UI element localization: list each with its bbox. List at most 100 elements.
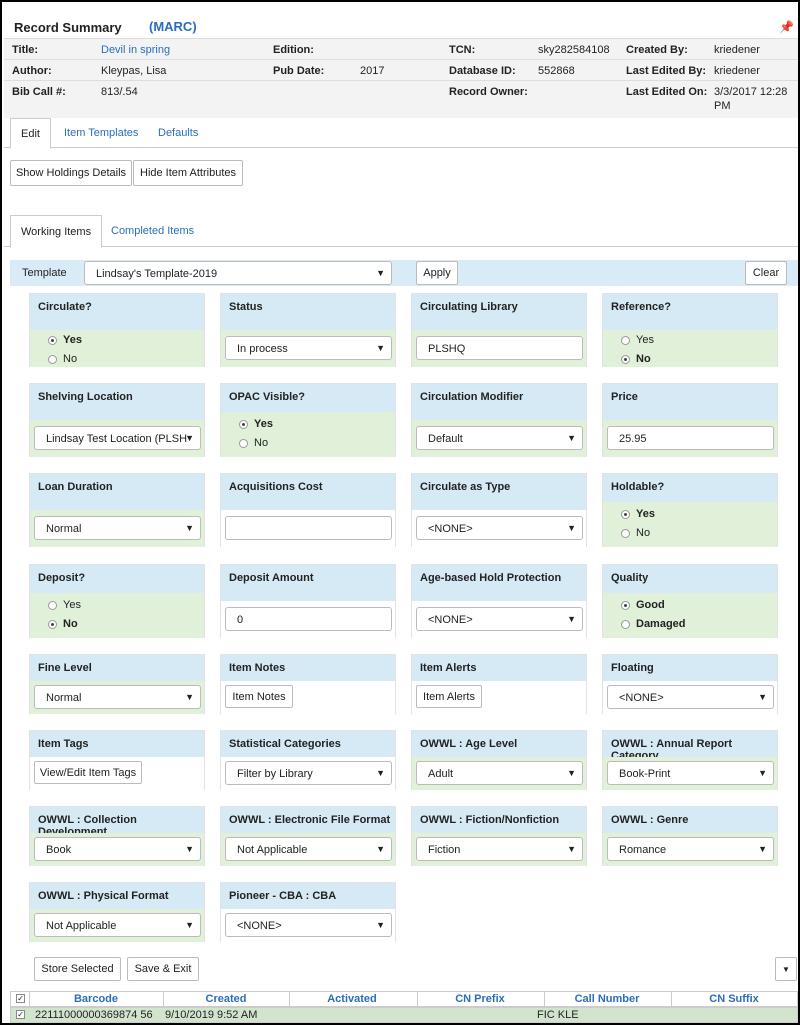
col-barcode[interactable]: Barcode xyxy=(73,993,119,1005)
show-holdings-details-button[interactable]: Show Holdings Details xyxy=(10,160,132,186)
chevron-down-icon: ▼ xyxy=(376,768,385,778)
pioneer-cba-select[interactable]: <NONE> ▼ xyxy=(225,913,392,937)
store-selected-button[interactable]: Store Selected xyxy=(34,957,121,981)
reference-no-radio[interactable]: No xyxy=(621,353,651,365)
tab-working-items[interactable]: Working Items xyxy=(10,215,103,248)
field-label: Statistical Categories xyxy=(221,731,395,757)
apply-button[interactable]: Apply xyxy=(416,261,458,285)
field-label: Acquisitions Cost xyxy=(221,474,395,510)
circulation-modifier-select[interactable]: Default ▼ xyxy=(416,426,583,450)
edition-label: Edition: xyxy=(273,44,314,56)
field-opac-visible: OPAC Visible? Yes No xyxy=(220,383,396,457)
circulate-no-radio[interactable]: No xyxy=(48,353,77,365)
shelving-location-select[interactable]: Lindsay Test Location (PLSH ▼ xyxy=(34,426,201,450)
view-edit-item-tags-button[interactable]: View/Edit Item Tags xyxy=(34,761,142,784)
last-edited-by-label: Last Edited By: xyxy=(626,65,707,77)
deposit-no-radio[interactable]: No xyxy=(48,618,78,630)
item-notes-button[interactable]: Item Notes xyxy=(225,685,293,708)
select-value: Fiction xyxy=(428,844,461,856)
template-label: Template xyxy=(22,267,67,279)
radio-on-icon xyxy=(621,600,630,610)
field-body: 0 xyxy=(221,601,395,638)
template-select-value: Lindsay's Template-2019 xyxy=(96,268,218,280)
bib-call-label: Bib Call #: xyxy=(12,86,66,98)
table-row[interactable]: ✓ 22111000000369874 56 9/10/2019 9:52 AM… xyxy=(10,1007,798,1023)
title-link[interactable]: Devil in spring xyxy=(101,44,171,56)
select-all-checkbox[interactable]: ✓ xyxy=(16,994,25,1003)
column-divider xyxy=(289,992,290,1006)
field-label: Circulate as Type xyxy=(412,474,586,510)
status-select[interactable]: In process ▼ xyxy=(225,336,392,360)
col-cn-prefix[interactable]: CN Prefix xyxy=(455,993,505,1005)
holdable-yes-radio[interactable]: Yes xyxy=(621,508,655,520)
deposit-amount-input[interactable]: 0 xyxy=(225,607,392,631)
field-age-level: OWWL : Age Level Adult ▼ xyxy=(411,730,587,790)
radio-label: No xyxy=(63,353,78,365)
created-by-value: kriedener xyxy=(714,44,760,56)
opac-yes-radio[interactable]: Yes xyxy=(239,418,273,430)
quality-good-radio[interactable]: Good xyxy=(621,599,665,611)
physical-format-select[interactable]: Not Applicable ▼ xyxy=(34,913,201,937)
select-value: Filter by Library xyxy=(237,768,313,780)
col-call-number[interactable]: Call Number xyxy=(574,993,640,1005)
field-body: <NONE> ▼ xyxy=(412,510,586,547)
annual-report-category-select[interactable]: Book-Print ▼ xyxy=(607,761,774,785)
field-electronic-file-format: OWWL : Electronic File Format Not Applic… xyxy=(220,806,396,866)
author-label: Author: xyxy=(12,65,52,77)
chevron-down-icon: ▼ xyxy=(567,523,576,533)
template-select[interactable]: Lindsay's Template-2019 ▼ xyxy=(84,261,392,285)
acquisitions-cost-input[interactable] xyxy=(225,516,392,540)
item-alerts-button[interactable]: Item Alerts xyxy=(416,685,482,708)
genre-select[interactable]: Romance ▼ xyxy=(607,837,774,861)
col-created[interactable]: Created xyxy=(205,993,247,1005)
fine-level-select[interactable]: Normal ▼ xyxy=(34,685,201,709)
col-cn-suffix[interactable]: CN Suffix xyxy=(709,993,759,1005)
floating-select[interactable]: <NONE> ▼ xyxy=(607,685,774,709)
stat-cats-filter-select[interactable]: Filter by Library ▼ xyxy=(225,761,392,785)
record-summary-table: Title: Devil in spring Edition: TCN: sky… xyxy=(4,38,798,118)
circulating-library-input[interactable]: PLSHQ xyxy=(416,336,583,360)
opac-no-radio[interactable]: No xyxy=(239,437,268,449)
circulate-yes-radio[interactable]: Yes xyxy=(48,334,82,346)
save-exit-button[interactable]: Save & Exit xyxy=(127,957,199,981)
field-item-notes: Item Notes Item Notes xyxy=(220,654,396,714)
electronic-file-format-select[interactable]: Not Applicable ▼ xyxy=(225,837,392,861)
hide-item-attributes-button[interactable]: Hide Item Attributes xyxy=(133,160,243,186)
field-label: OWWL : Electronic File Format xyxy=(221,807,395,833)
row-checkbox[interactable]: ✓ xyxy=(16,1010,25,1019)
loan-duration-select[interactable]: Normal ▼ xyxy=(34,516,201,540)
deposit-yes-radio[interactable]: Yes xyxy=(48,599,81,611)
template-bar: Template Lindsay's Template-2019 ▼ Apply … xyxy=(10,260,798,286)
field-label: Circulation Modifier xyxy=(412,384,586,420)
tab-edit[interactable]: Edit xyxy=(10,118,51,149)
reference-yes-radio[interactable]: Yes xyxy=(621,334,654,346)
field-deposit: Deposit? Yes No xyxy=(29,564,205,638)
pin-icon[interactable]: 📌 xyxy=(779,20,794,34)
radio-on-icon xyxy=(621,354,630,364)
chevron-down-icon: ▼ xyxy=(782,964,790,974)
field-label: Status xyxy=(221,294,395,330)
col-activated[interactable]: Activated xyxy=(327,993,377,1005)
age-hold-protection-select[interactable]: <NONE> ▼ xyxy=(416,607,583,631)
fiction-nonfiction-select[interactable]: Fiction ▼ xyxy=(416,837,583,861)
field-label: Age-based Hold Protection xyxy=(412,565,586,601)
age-level-select[interactable]: Adult ▼ xyxy=(416,761,583,785)
field-shelving-location: Shelving Location Lindsay Test Location … xyxy=(29,383,205,457)
circulate-as-type-select[interactable]: <NONE> ▼ xyxy=(416,516,583,540)
tab-item-templates[interactable]: Item Templates xyxy=(64,127,139,139)
grid-actions-dropdown[interactable]: ▼ xyxy=(775,957,797,981)
clear-button[interactable]: Clear xyxy=(745,261,787,285)
marc-link[interactable]: (MARC) xyxy=(149,19,197,34)
record-owner-label: Record Owner: xyxy=(449,86,528,98)
tab-defaults[interactable]: Defaults xyxy=(158,127,199,139)
collection-development-select[interactable]: Book ▼ xyxy=(34,837,201,861)
radio-off-icon xyxy=(239,438,248,448)
quality-damaged-radio[interactable]: Damaged xyxy=(621,618,686,630)
tab-completed-items[interactable]: Completed Items xyxy=(111,225,195,237)
price-input[interactable]: 25.95 xyxy=(607,426,774,450)
field-body: Item Notes xyxy=(221,681,395,714)
holdable-no-radio[interactable]: No xyxy=(621,527,650,539)
select-value: Not Applicable xyxy=(46,920,117,932)
field-body: Normal ▼ xyxy=(30,681,204,714)
